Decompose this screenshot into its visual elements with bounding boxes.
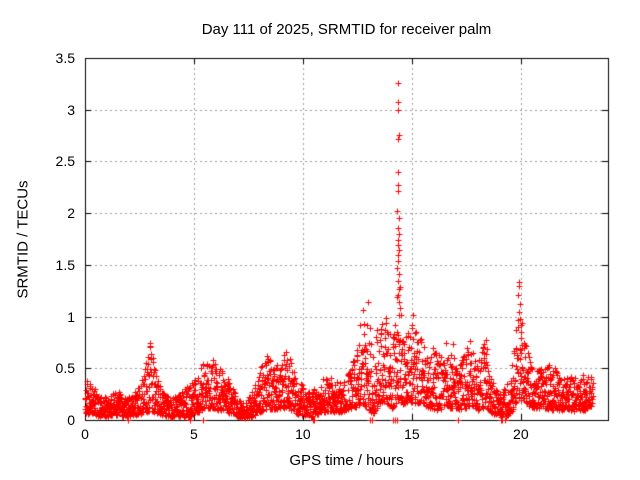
x-tick-label: 0	[81, 426, 89, 442]
y-tick-label: 2	[67, 205, 75, 222]
x-tick-label: 5	[190, 426, 198, 442]
y-tick-label: 3	[67, 101, 75, 118]
x-tick-label: 20	[513, 426, 529, 442]
y-tick-label: 3.5	[55, 50, 75, 66]
y-tick-label: 1.5	[55, 256, 75, 273]
y-tick-label: 0	[67, 412, 75, 428]
y-tick-label: 0.5	[55, 360, 75, 377]
y-tick-label: 2.5	[55, 153, 75, 170]
chart-title: Day 111 of 2025, SRMTID for receiver pal…	[201, 21, 492, 38]
x-tick-label: 10	[295, 426, 311, 442]
x-axis-label: GPS time / hours	[289, 452, 404, 469]
y-tick-label: 1	[67, 308, 75, 325]
x-tick-label: 15	[404, 426, 420, 442]
